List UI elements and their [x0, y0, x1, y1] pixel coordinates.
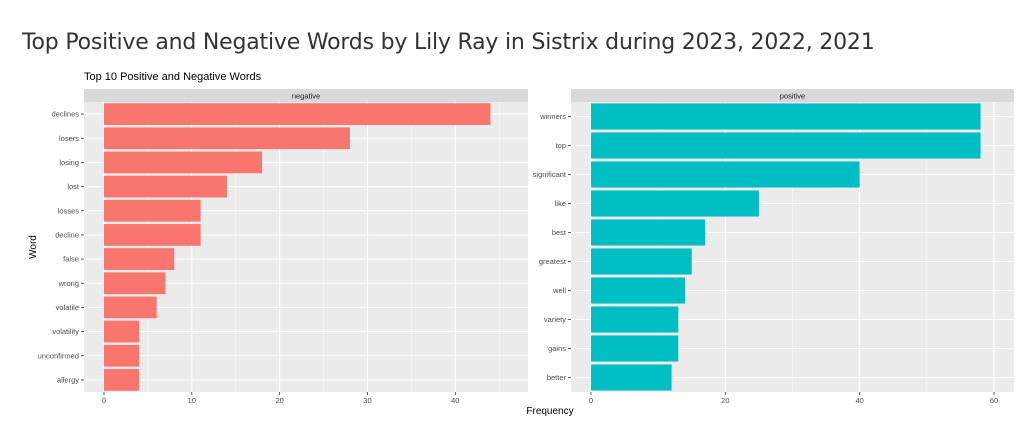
y-tick-label: better — [547, 373, 567, 382]
y-tick-label: well — [552, 286, 566, 295]
panel-background-negative — [84, 102, 528, 392]
bar-negative-false — [104, 248, 175, 270]
y-tick-label: gains — [548, 344, 566, 353]
x-tick-label: 20 — [721, 396, 729, 405]
y-tick-label: false — [63, 255, 79, 264]
y-tick-label: allergy — [57, 376, 79, 385]
y-tick-label: significant — [533, 170, 567, 179]
chart-panels: negative 0 10 20 30 40 declines losers losing los… — [38, 89, 1014, 405]
bar-negative-losses — [104, 199, 201, 222]
bar-positive-better — [591, 364, 672, 391]
y-tick-label: losses — [58, 206, 80, 215]
y-tick-label: losing — [59, 158, 79, 167]
page-title: Top Positive and Negative Words by Lily … — [22, 30, 875, 55]
x-tick-label: 60 — [990, 396, 998, 405]
y-tick-label: unconfirmed — [38, 351, 79, 360]
bar-negative-wrong — [104, 272, 166, 295]
strip-negative — [84, 89, 528, 102]
x-tick-label: 40 — [451, 396, 459, 405]
bar-negative-allergy — [104, 369, 140, 391]
bar-positive-well — [591, 277, 686, 304]
bar-negative-declines — [104, 103, 491, 125]
bar-positive-top — [591, 132, 981, 159]
bar-positive-gains — [591, 335, 679, 362]
bar-negative-volatile — [104, 296, 157, 319]
bar-negative-losing — [104, 151, 263, 174]
y-tick-label: greatest — [539, 257, 567, 266]
x-tick-label: 20 — [275, 396, 283, 405]
y-tick-label: losers — [59, 134, 79, 143]
strip-positive — [571, 89, 1014, 102]
bar-negative-decline — [104, 224, 201, 246]
panel-negative: negative 0 10 20 30 40 declines losers losing los… — [38, 89, 528, 405]
bar-positive-variety — [591, 306, 679, 333]
x-tick-label: 40 — [855, 396, 863, 405]
bar-negative-losers — [104, 127, 350, 150]
y-tick-label: wrong — [58, 279, 79, 288]
x-tick-label: 0 — [589, 396, 593, 405]
bar-positive-like — [591, 190, 759, 217]
bar-negative-unconfirmed — [104, 344, 140, 367]
bar-positive-significant — [591, 161, 860, 188]
y-tick-label: declines — [51, 110, 79, 119]
x-axis-title: Frequency — [526, 406, 573, 417]
bar-positive-best — [591, 219, 706, 246]
x-tick-label: 30 — [363, 396, 371, 405]
bar-positive-winners — [591, 103, 981, 130]
bar-negative-volatility — [104, 320, 140, 343]
y-tick-label: volatile — [56, 303, 79, 312]
x-tick-label: 0 — [102, 396, 106, 405]
bar-positive-greatest — [591, 248, 692, 275]
y-tick-label: variety — [544, 315, 566, 324]
y-tick-label: top — [556, 141, 566, 150]
y-tick-label: best — [552, 228, 567, 237]
chart-title: Top 10 Positive and Negative Words — [84, 71, 262, 83]
strip-label-positive: positive — [780, 92, 805, 101]
y-axis-title: Word — [28, 235, 39, 259]
y-tick-label: lost — [67, 182, 80, 191]
y-tick-label: winners — [539, 112, 566, 121]
panel-positive: positive 0 20 40 60 winners top significant like… — [533, 89, 1014, 405]
bar-negative-lost — [104, 175, 227, 198]
x-tick-label: 10 — [188, 396, 196, 405]
y-tick-label: like — [555, 199, 566, 208]
y-tick-label: decline — [55, 231, 79, 240]
strip-label-negative: negative — [292, 92, 320, 101]
y-tick-label: volatility — [52, 327, 79, 336]
